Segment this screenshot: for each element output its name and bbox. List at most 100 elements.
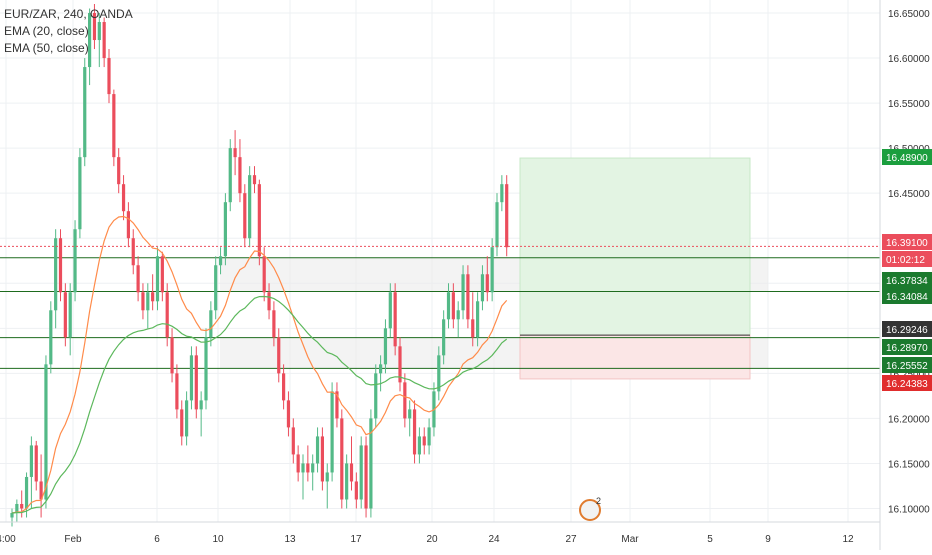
time-tick-label: 24 bbox=[488, 534, 500, 545]
candle-down bbox=[151, 292, 155, 302]
candle-up bbox=[480, 274, 485, 302]
price-label-bg bbox=[882, 149, 932, 165]
candle-down bbox=[262, 256, 266, 293]
candle-down bbox=[272, 310, 276, 338]
candle-up bbox=[68, 292, 72, 338]
candle-down bbox=[20, 503, 24, 509]
candle-down bbox=[131, 238, 135, 266]
candle-down bbox=[257, 184, 261, 257]
event-badge-count: 2 bbox=[596, 496, 601, 506]
price-label-text: 16.24383 bbox=[886, 379, 928, 390]
price-label-text: 01:02:12 bbox=[886, 255, 925, 266]
candle-up bbox=[228, 148, 232, 203]
price-label-bg bbox=[882, 272, 932, 288]
candle-down bbox=[180, 409, 184, 437]
candle-up bbox=[88, 13, 92, 68]
event-badge[interactable]: 2 bbox=[579, 496, 601, 521]
candle-up bbox=[223, 202, 227, 257]
price-tick-label: 16.15000 bbox=[888, 459, 930, 470]
time-tick-label: 9 bbox=[765, 534, 771, 545]
candle-down bbox=[102, 22, 106, 59]
candle-down bbox=[466, 274, 470, 320]
candle-up bbox=[24, 476, 29, 509]
price-label-bg bbox=[882, 288, 932, 304]
ema50-line bbox=[11, 295, 508, 514]
price-label-text: 16.34084 bbox=[886, 292, 928, 303]
time-tick-label: 13 bbox=[284, 534, 296, 545]
price-label-bg bbox=[882, 251, 932, 267]
candle-up bbox=[209, 310, 213, 338]
candle-up bbox=[204, 337, 208, 401]
price-label-text: 16.25552 bbox=[886, 361, 928, 372]
price-label-bg bbox=[882, 375, 932, 391]
candle-down bbox=[282, 373, 286, 401]
candle-up bbox=[15, 503, 19, 513]
candle-down bbox=[107, 58, 111, 95]
price-tick-label: 16.65000 bbox=[888, 9, 930, 20]
candle-down bbox=[412, 409, 417, 455]
price-tick-label: 16.25000 bbox=[888, 369, 930, 380]
candle-down bbox=[170, 337, 174, 374]
time-tick-label: 20 bbox=[426, 534, 438, 545]
price-label-text: 16.39100 bbox=[886, 238, 928, 249]
candle-down bbox=[451, 292, 455, 320]
price-tick-label: 16.10000 bbox=[888, 504, 930, 515]
candle-up bbox=[78, 157, 82, 230]
candle-down bbox=[126, 211, 130, 239]
price-tick-label: 16.60000 bbox=[888, 54, 930, 65]
price-tick-label: 16.45000 bbox=[888, 189, 930, 200]
candle-down bbox=[349, 463, 354, 482]
price-label-bg bbox=[882, 357, 932, 373]
candle-up bbox=[199, 400, 203, 410]
candles bbox=[10, 4, 509, 527]
candle-up bbox=[417, 436, 421, 455]
candle-down bbox=[175, 373, 179, 410]
time-tick-label: 17 bbox=[350, 534, 362, 545]
candle-up bbox=[315, 436, 320, 464]
candle-up bbox=[345, 463, 349, 500]
candle-up bbox=[330, 391, 334, 473]
candle-up bbox=[218, 256, 223, 266]
candle-down bbox=[243, 193, 247, 239]
candle-up bbox=[369, 418, 373, 509]
candle-up bbox=[185, 400, 189, 437]
price-label-bg bbox=[882, 234, 932, 250]
candle-up bbox=[500, 184, 504, 203]
candle-down bbox=[34, 445, 38, 482]
candle-down bbox=[160, 256, 164, 293]
time-tick-label: 12 bbox=[842, 534, 854, 545]
candle-down bbox=[296, 454, 300, 473]
candle-up bbox=[461, 274, 465, 311]
candle-down bbox=[267, 292, 271, 311]
candle-down bbox=[117, 157, 121, 185]
candle-down bbox=[238, 157, 242, 194]
time-tick-label: 6 bbox=[154, 534, 160, 545]
candle-down bbox=[165, 292, 169, 338]
candle-up bbox=[388, 292, 392, 329]
candle-up bbox=[214, 265, 218, 311]
candle-up bbox=[456, 310, 460, 320]
candle-up bbox=[476, 301, 480, 338]
ema20-line bbox=[11, 215, 508, 514]
candle-down bbox=[485, 274, 489, 293]
time-tick-label: Feb bbox=[64, 534, 82, 545]
candle-down bbox=[63, 292, 67, 338]
candle-down bbox=[121, 184, 126, 212]
time-tick-label: 10 bbox=[212, 534, 224, 545]
time-tick-label: 4:00 bbox=[0, 534, 16, 545]
candle-up bbox=[379, 364, 383, 374]
candle-down bbox=[194, 355, 198, 410]
candle-down bbox=[58, 238, 63, 293]
candle-down bbox=[286, 400, 291, 428]
candle-down bbox=[141, 292, 145, 311]
candle-up bbox=[427, 427, 431, 446]
price-labels: 16.48900 16.39100 01:02:12 16.37834 16.34084… bbox=[882, 149, 932, 391]
time-tick-label: Mar bbox=[621, 534, 639, 545]
candle-up bbox=[248, 175, 252, 239]
event-badge-icon[interactable] bbox=[579, 499, 601, 521]
price-tick-label: 16.55000 bbox=[888, 99, 930, 110]
candle-up bbox=[408, 409, 412, 419]
candle-up bbox=[383, 328, 388, 365]
